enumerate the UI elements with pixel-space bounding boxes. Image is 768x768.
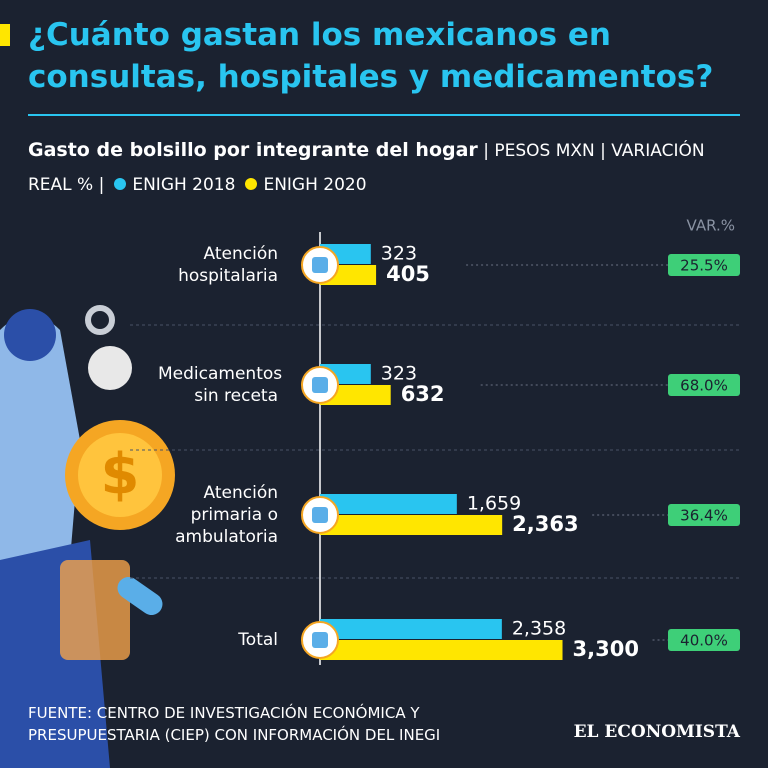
- value-label: 632: [401, 382, 445, 406]
- icon-glyph: [312, 377, 328, 393]
- value-label: 3,300: [573, 637, 639, 661]
- change-label: 25.5%: [680, 257, 728, 275]
- change-box: [668, 629, 740, 651]
- change-label: 36.4%: [680, 507, 728, 525]
- bar: [320, 640, 563, 660]
- value-label: 2,363: [512, 512, 578, 536]
- change-box: [668, 374, 740, 396]
- change-label: 68.0%: [680, 377, 728, 395]
- change-box: [668, 254, 740, 276]
- legend-swatch: [245, 178, 258, 190]
- icon-glyph: [312, 257, 328, 273]
- icon-glyph: [312, 507, 328, 523]
- legend-swatch: [114, 178, 127, 190]
- legend-label: ENIGH 2018: [132, 175, 236, 195]
- bar: [320, 494, 457, 514]
- title: ¿Cuánto gastan los mexicanos en consulta…: [28, 17, 714, 95]
- category-label: Medicamentos sin receta: [158, 364, 283, 406]
- subtitle: Gasto de bolsillo por integrante del hog…: [28, 133, 728, 202]
- category-label: Atención primaria o ambulatoria: [175, 483, 278, 547]
- icon-glyph: [312, 632, 328, 648]
- change-box: [668, 504, 740, 526]
- value-label: 323: [381, 363, 417, 385]
- category-label: Atención hospitalaria: [178, 244, 278, 286]
- legend-item: ENIGH 2018: [114, 168, 235, 202]
- brand: EL ECONOMISTA: [573, 722, 740, 742]
- change-label: 40.0%: [680, 632, 728, 650]
- value-label: 323: [381, 243, 417, 265]
- illustration: $: [0, 305, 175, 768]
- legend: ENIGH 2018 ENIGH 2020: [104, 175, 367, 195]
- change-header: VAR.%: [687, 217, 735, 235]
- subtitle-main: Gasto de bolsillo por integrante del hog…: [28, 139, 478, 161]
- svg-text:$: $: [101, 442, 140, 507]
- accent: [0, 24, 10, 46]
- category-label: Total: [238, 630, 278, 650]
- value-label: 2,358: [512, 618, 566, 640]
- units: | PESOS MXN | VARIACIÓN REAL % |: [28, 141, 705, 195]
- legend-label: ENIGH 2020: [263, 175, 367, 195]
- value-label: 405: [386, 262, 430, 286]
- source: FUENTE: CENTRO DE INVESTIGACIÓN ECONÓMIC…: [28, 704, 441, 744]
- bar: [320, 515, 503, 535]
- legend-item: ENIGH 2020: [245, 168, 367, 202]
- bar: [320, 619, 502, 639]
- value-label: 1,659: [467, 493, 521, 515]
